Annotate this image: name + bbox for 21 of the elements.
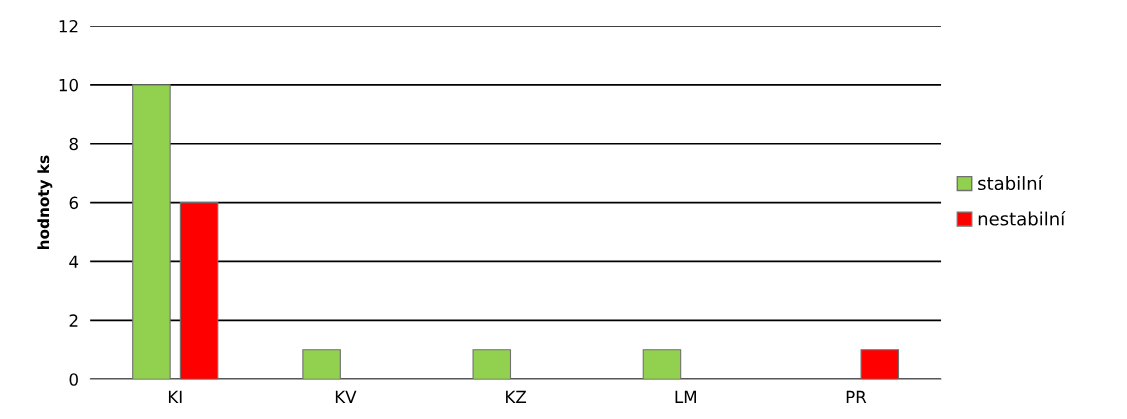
y-tick-label: 12 xyxy=(59,19,78,33)
x-tick-label: KZ xyxy=(506,390,527,403)
bar xyxy=(179,202,219,380)
bar xyxy=(132,84,171,380)
bar xyxy=(472,349,512,380)
y-tick-label: 8 xyxy=(69,137,78,151)
y-tick-label: 0 xyxy=(69,373,78,386)
y-tick-label: 2 xyxy=(69,314,78,327)
x-tick-label: PR xyxy=(846,390,867,403)
y-tick-label: 4 xyxy=(69,255,79,268)
y-tick-label: 6 xyxy=(69,196,78,210)
bar xyxy=(302,349,341,380)
x-tick-label: KV xyxy=(335,390,357,403)
x-tick-label: LM xyxy=(675,390,696,403)
legend-label: stabilní xyxy=(978,175,1044,191)
bar xyxy=(642,349,682,380)
x-tick-label: KI xyxy=(168,390,182,403)
bar xyxy=(860,349,900,380)
y-axis-title: hodnoty ks xyxy=(37,155,53,250)
legend-label: nestabilní xyxy=(978,210,1066,226)
y-tick-label: 10 xyxy=(59,78,78,92)
